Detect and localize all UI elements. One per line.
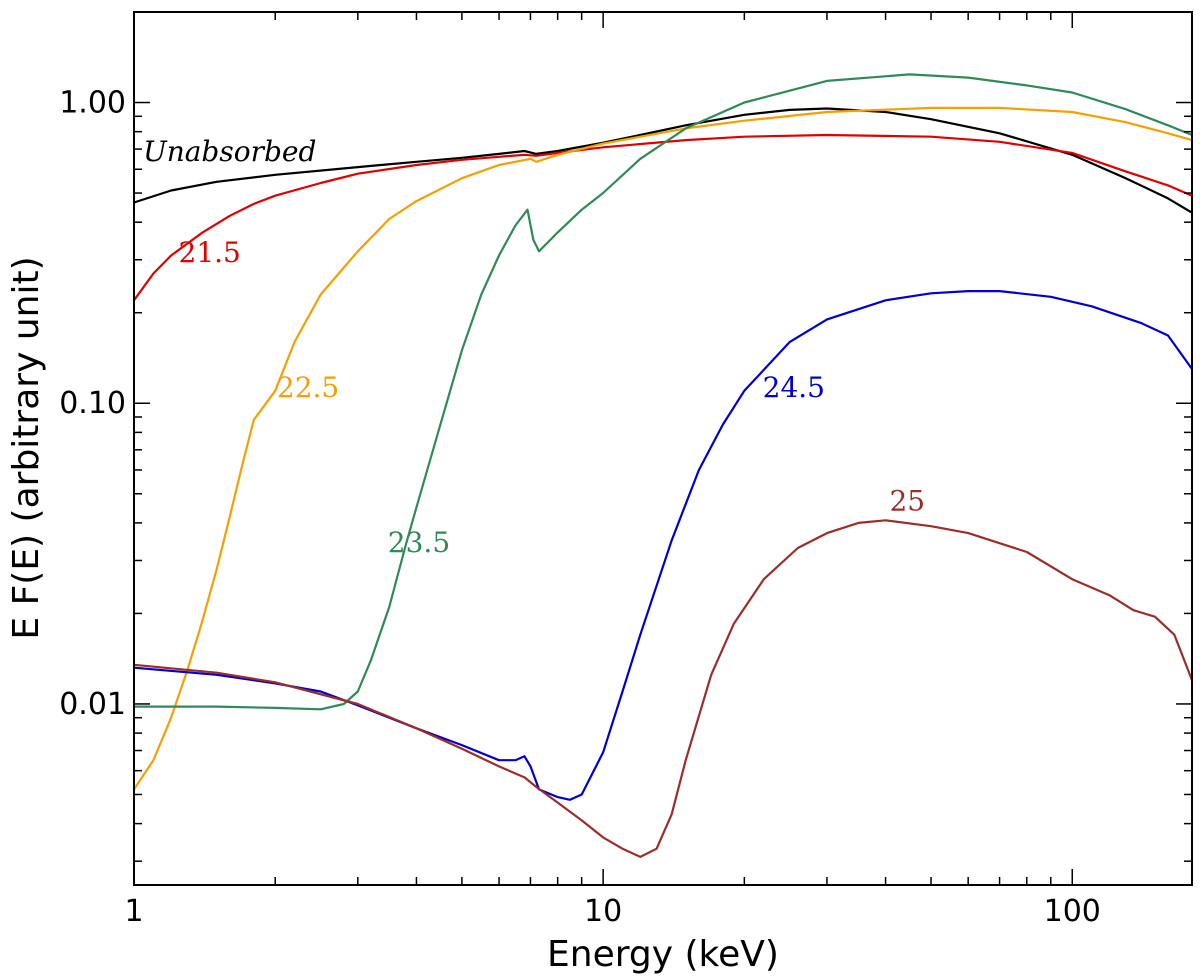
plot-frame <box>133 11 1193 886</box>
series-label-22-5: 22.5 <box>277 371 339 404</box>
series-label-23-5: 23.5 <box>388 526 450 559</box>
series-label-24-5: 24.5 <box>763 371 825 404</box>
series-line-22-5 <box>132 106 1194 791</box>
series-label-unabsorbed: Unabsorbed <box>143 135 316 168</box>
y-tick-label: 0.10 <box>59 386 126 421</box>
series-line-23-5 <box>132 73 1194 711</box>
y-tick-label: 1.00 <box>59 86 126 121</box>
y-tick-label: 0.01 <box>59 687 126 722</box>
series-layer <box>132 73 1194 858</box>
plot-area <box>134 12 1192 885</box>
series-line-25 <box>132 519 1194 858</box>
x-tick-label: 10 <box>584 894 622 929</box>
x-tick-label: 1 <box>124 894 143 929</box>
series-labels: Unabsorbed 21.5 22.5 23.5 24.5 25 <box>143 135 925 559</box>
ticks-layer: 1 10 100 0.01 0.10 1.00 <box>59 11 1192 929</box>
series-line-21-5 <box>132 133 1194 302</box>
series-label-21-5: 21.5 <box>179 236 241 269</box>
series-line-unabsorbed <box>132 107 1194 214</box>
x-axis-title: Energy (keV) <box>547 934 779 975</box>
series-label-25: 25 <box>889 484 925 517</box>
y-axis-title: E F(E) (arbitrary unit) <box>6 256 47 639</box>
x-tick-label: 100 <box>1044 894 1101 929</box>
